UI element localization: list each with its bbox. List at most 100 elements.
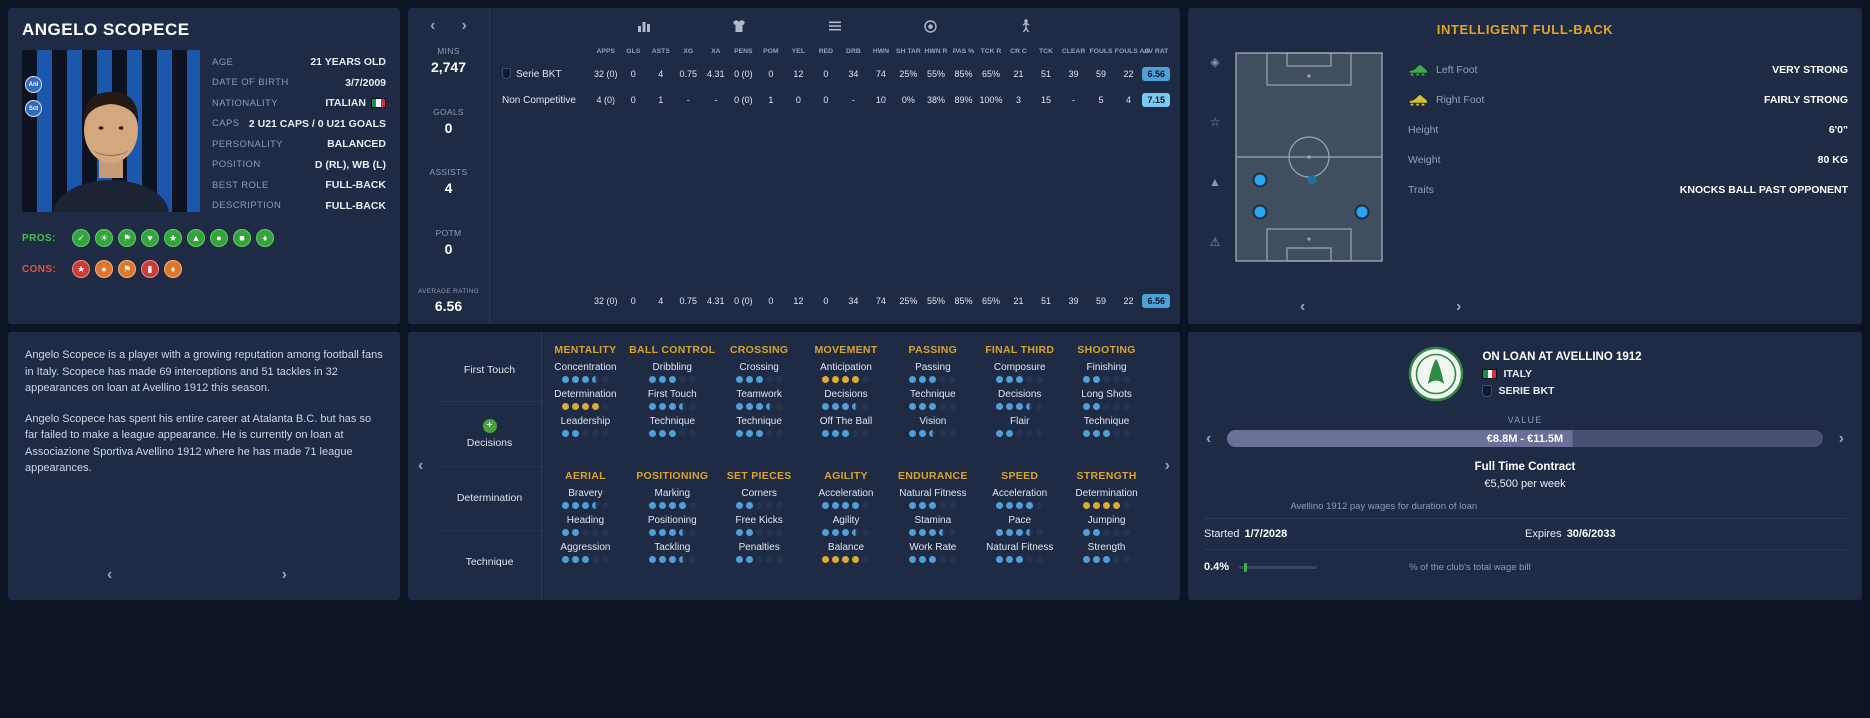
average-rating-badge: 7.15 — [1142, 93, 1171, 107]
attribute-group-title: PASSING — [908, 344, 958, 356]
con-card-icon[interactable]: ▮ — [141, 260, 159, 278]
rating-dot — [1123, 376, 1131, 383]
pro-heart-icon[interactable]: ♥ — [141, 229, 159, 247]
app-root: ANGELO SCOPECE Anl Sct AGE 21 YEARS OLD DAT… — [8, 8, 1862, 600]
pro-diamond-icon[interactable]: ♦ — [256, 229, 274, 247]
rating-dot — [688, 403, 696, 410]
position-dot — [1307, 175, 1317, 185]
attributes-prev-arrow[interactable]: ‹ — [418, 457, 424, 474]
con-bell-icon[interactable]: ♦ — [164, 260, 182, 278]
attribute: Stamina — [889, 515, 976, 536]
physical-icon[interactable] — [1014, 17, 1038, 35]
rating-dot — [832, 529, 840, 536]
left-foot-boot-icon — [1408, 64, 1436, 77]
attribute-name: Positioning — [647, 515, 697, 526]
attribute-rating — [716, 529, 803, 536]
con-ball-icon[interactable]: ● — [95, 260, 113, 278]
wage-percent-slider[interactable] — [1239, 562, 1318, 572]
rating-dot — [822, 376, 830, 383]
cards-icon[interactable]: ◈ — [1210, 55, 1220, 69]
attribute-rating — [542, 556, 629, 563]
summary-next-arrow[interactable]: › — [461, 17, 467, 34]
stats-row[interactable]: Serie BKT 32 (0) 0 4 0.75 4.31 0 (0) 0 12 0 34 74 25… — [500, 61, 1171, 87]
stat-label: ASSISTS — [429, 167, 468, 177]
col-header: DRB — [846, 48, 861, 55]
pro-triangle-icon[interactable]: ▲ — [187, 229, 205, 247]
pro-tick-icon[interactable]: ✓ — [72, 229, 90, 247]
rating-dot — [929, 376, 937, 383]
rating-dot — [1103, 502, 1111, 509]
attribute-rating — [716, 376, 803, 383]
player-name: ANGELO SCOPECE — [22, 20, 190, 39]
rating-dot — [668, 556, 676, 563]
rating-dot — [832, 502, 840, 509]
rating-dot — [939, 430, 947, 437]
stats-header-row: APPS GLS ASTS XG XA PENS POM YEL RED DRB HWN SH TAR… — [500, 41, 1170, 61]
bio-prev-arrow[interactable]: ‹ — [107, 566, 113, 583]
average-rating-badge: 6.56 — [1142, 67, 1171, 81]
attribute-name: Concentration — [554, 362, 617, 373]
rating-dot — [852, 502, 860, 509]
rating-dot — [1036, 529, 1044, 536]
rating-dot — [775, 430, 783, 437]
rating-dot — [1113, 502, 1121, 509]
attribute-rating — [1063, 529, 1150, 536]
pro-star-icon[interactable]: ★ — [164, 229, 182, 247]
pitch-diagram — [1235, 52, 1383, 262]
role-next-arrow[interactable]: › — [1456, 298, 1462, 315]
bio-next-arrow[interactable]: › — [281, 566, 287, 583]
pro-sun-icon[interactable]: ☀ — [95, 229, 113, 247]
rating-dot — [996, 556, 1004, 563]
kit-icon[interactable] — [727, 17, 751, 35]
attribute-rating — [542, 403, 629, 410]
ball-icon[interactable] — [919, 17, 943, 35]
rating-dot — [1036, 556, 1044, 563]
focus-attribute-determination[interactable]: Determination — [438, 467, 541, 531]
attribute-name: Natural Fitness — [899, 488, 967, 499]
pro-flag-icon[interactable]: ⚑ — [118, 229, 136, 247]
alert-icon[interactable]: ⚠ — [1209, 235, 1221, 249]
stat-cell: 4.31 — [707, 69, 725, 79]
mountain-icon[interactable]: ▲ — [1209, 175, 1221, 189]
physical-row: Traits KNOCKS BALL PAST OPPONENT — [1408, 175, 1848, 205]
attribute: Heading — [542, 515, 629, 536]
attributes-next-arrow[interactable]: › — [1164, 457, 1170, 474]
con-star-icon[interactable]: ★ — [72, 260, 90, 278]
list-icon[interactable] — [823, 17, 847, 35]
con-flag-icon[interactable]: ⚑ — [118, 260, 136, 278]
pro-circle-icon[interactable]: ● — [210, 229, 228, 247]
stats-chart-icon[interactable] — [632, 17, 656, 35]
rating-dot — [658, 376, 666, 383]
stat-cell: 0 — [630, 95, 636, 105]
value-prev-arrow[interactable]: ‹ — [1206, 429, 1212, 447]
attribute-rating — [716, 430, 803, 437]
rating-dot — [1123, 430, 1131, 437]
star-icon[interactable]: ☆ — [1209, 115, 1221, 129]
value-next-arrow[interactable]: › — [1838, 429, 1844, 447]
rating-dot — [571, 403, 579, 410]
rating-dot — [735, 529, 743, 536]
focus-attribute-decisions[interactable]: + Decisions — [438, 402, 541, 467]
summary-prev-arrow[interactable]: ‹ — [430, 17, 436, 34]
rating-dot — [1083, 403, 1091, 410]
stat-cell: 12 — [793, 296, 804, 306]
focus-attribute-first-touch[interactable]: First Touch — [438, 338, 541, 403]
rating-dot — [862, 403, 870, 410]
attribute: Finishing — [1063, 362, 1150, 383]
avellino-crest-icon — [1408, 346, 1464, 402]
rating-dot — [822, 529, 830, 536]
rating-dot — [668, 403, 676, 410]
role-prev-arrow[interactable]: ‹ — [1300, 298, 1306, 315]
attribute-name: First Touch — [647, 389, 697, 400]
rating-dot — [842, 403, 850, 410]
training-focus-icon: + — [482, 418, 497, 433]
rating-dot — [822, 430, 830, 437]
wage-note: Avellino 1912 pay wages for duration of … — [1290, 501, 1478, 512]
pro-square-icon[interactable]: ■ — [233, 229, 251, 247]
stats-row[interactable]: Non Competitive 4 (0) 0 1- -0 (0) 1 0 0-10 0% 38%… — [500, 87, 1171, 113]
rating-dot — [755, 502, 763, 509]
rating-dot — [949, 403, 957, 410]
rating-dot — [755, 403, 763, 410]
focus-attribute-technique[interactable]: Technique — [438, 531, 541, 594]
bio-nav: ‹ › — [25, 567, 383, 585]
